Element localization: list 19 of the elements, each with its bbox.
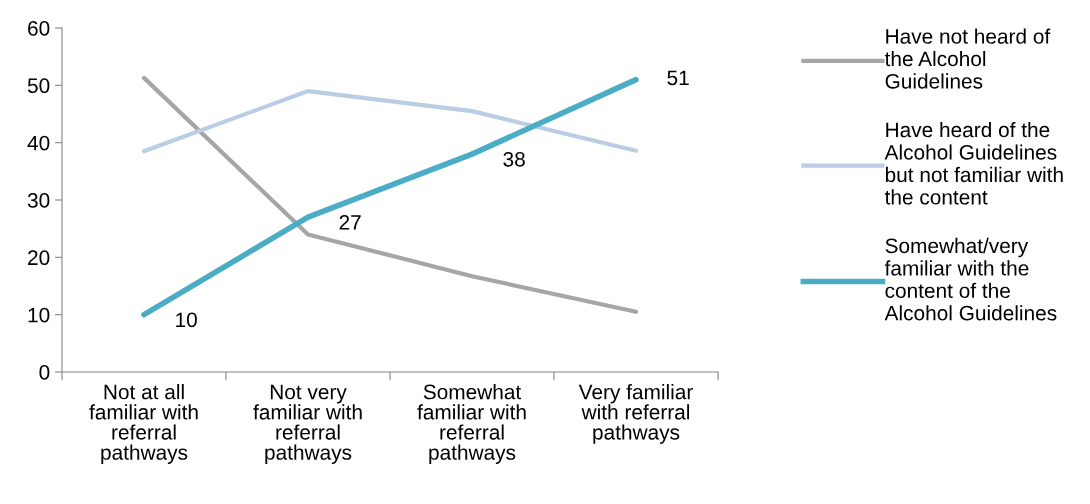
legend-label: Have heard of the Alcohol Guidelines but not familiar with the content bbox=[884, 121, 1063, 205]
y-tick-label: 10 bbox=[28, 307, 50, 323]
y-tick-label: 30 bbox=[27, 193, 50, 208]
y-tick-label: 20 bbox=[28, 250, 50, 266]
y-tick-label: 0 bbox=[39, 365, 50, 380]
x-tick-label: Not very familiar with referral pathways bbox=[253, 384, 362, 464]
x-tick-label: Very familiar with referral pathways bbox=[578, 384, 693, 444]
data-label: 10 bbox=[176, 312, 197, 328]
line-series bbox=[141, 88, 639, 154]
x-tick-label: Not at all familiar with referral pathways bbox=[89, 384, 198, 464]
y-tick-label: 40 bbox=[27, 135, 50, 151]
data-label: 51 bbox=[667, 70, 689, 86]
y-tick-label: 50 bbox=[27, 78, 50, 94]
data-label: 27 bbox=[339, 214, 361, 230]
x-tick-label: Somewhat familiar with referral pathways bbox=[417, 384, 526, 464]
legend-label: Somewhat/very familiar with the content of the Alcohol Guidelines bbox=[884, 237, 1057, 321]
legend-label: Have not heard of the Alcohol Guidelines bbox=[884, 28, 1051, 89]
data-label: 38 bbox=[503, 151, 525, 167]
y-tick-label: 60 bbox=[28, 21, 50, 36]
